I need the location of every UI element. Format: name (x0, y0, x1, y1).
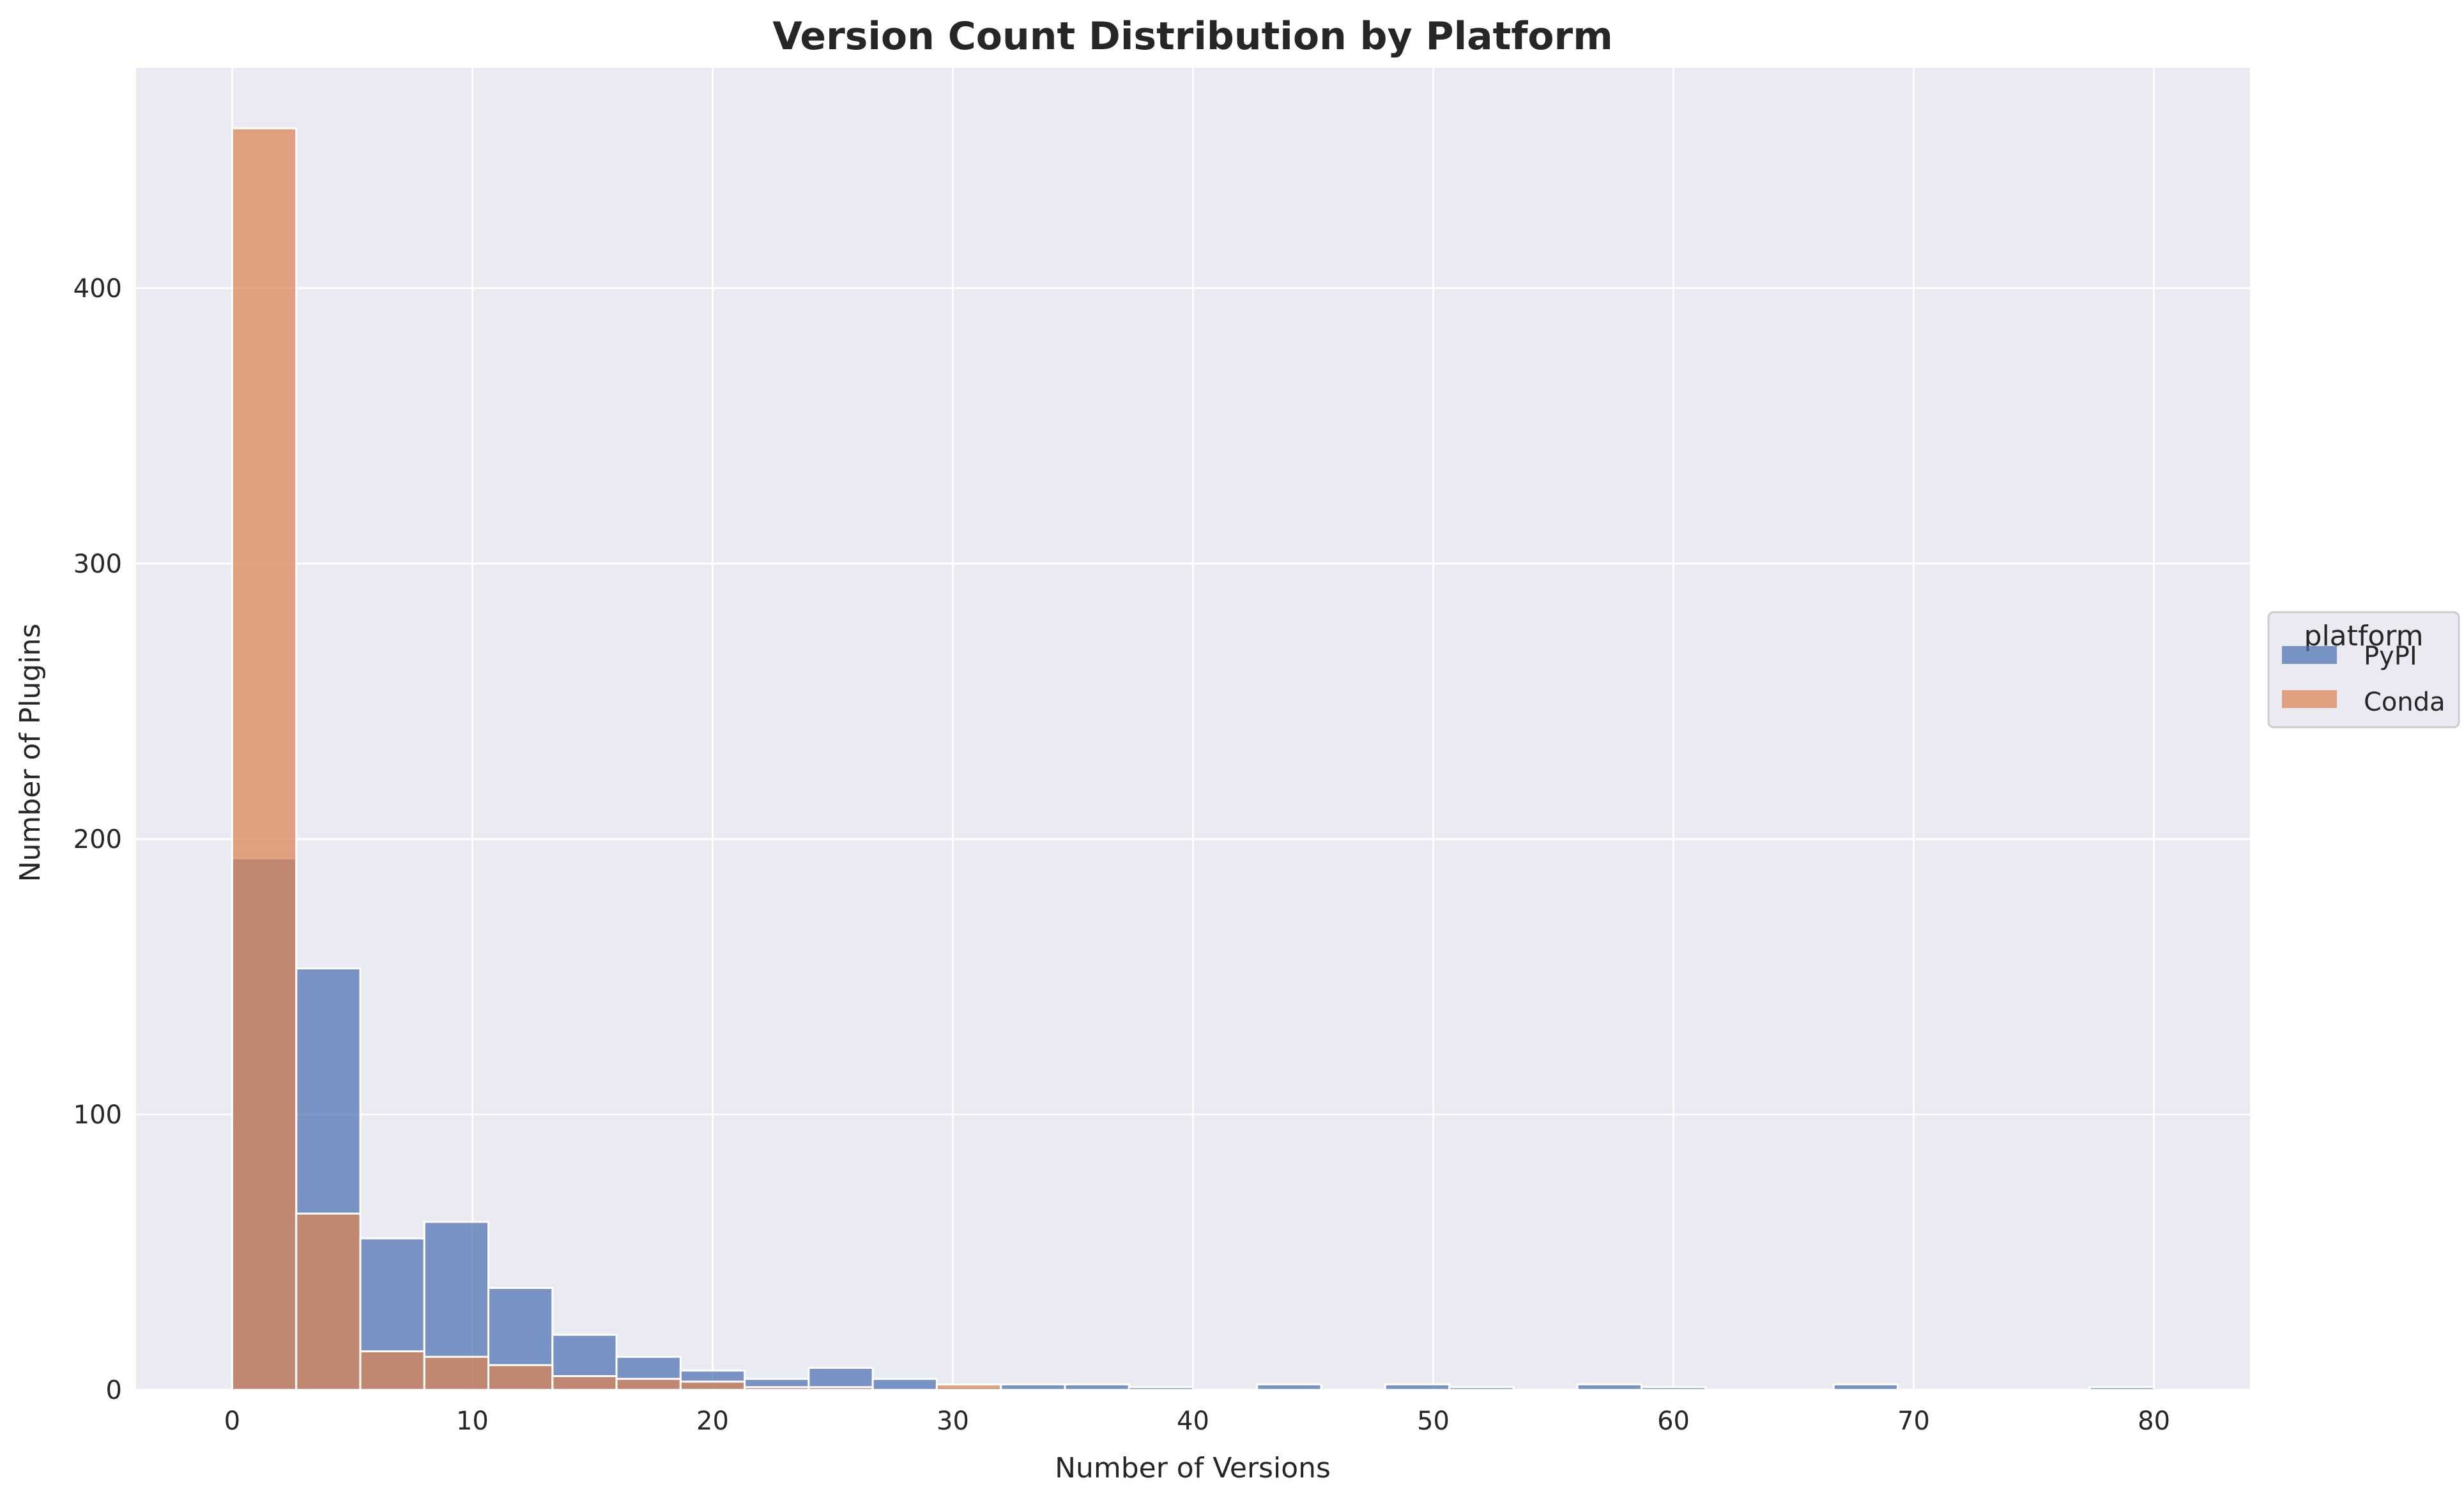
bar-pypi-18 (1384, 1383, 1451, 1391)
bar-conda-5 (551, 1375, 618, 1391)
bar-conda-7 (679, 1380, 746, 1391)
x-tick-label-5: 50 (1417, 1407, 1450, 1436)
bar-conda-0 (231, 127, 298, 1391)
gridlines (136, 68, 2250, 1391)
bars (231, 127, 2155, 1391)
x-tick-labels: 0 10 20 30 40 50 60 70 80 (224, 1407, 2170, 1436)
bar-pypi-25 (1832, 1383, 1899, 1391)
y-tick-labels: 0 100 200 300 400 (73, 274, 122, 1405)
x-tick-label-8: 80 (2138, 1407, 2170, 1436)
legend: platform PyPI Conda (2267, 611, 2460, 728)
y-tick-label-0: 0 (106, 1376, 122, 1405)
x-tick-label-2: 20 (696, 1407, 729, 1436)
y-tick-label-2: 200 (73, 825, 122, 854)
bar-pypi-12 (1000, 1383, 1066, 1391)
x-tick-label-0: 0 (224, 1407, 240, 1436)
bar-conda-11 (935, 1383, 1002, 1391)
y-tick-label-4: 400 (73, 274, 122, 304)
bar-pypi-22 (1640, 1386, 1707, 1391)
legend-label-conda: Conda (2364, 688, 2445, 717)
bar-pypi-14 (1128, 1386, 1194, 1391)
bar-conda-9 (807, 1386, 874, 1391)
bar-pypi-16 (1256, 1383, 1322, 1391)
y-axis-label: Number of Plugins (14, 624, 47, 883)
bar-pypi-29 (2088, 1386, 2155, 1391)
legend-swatch-conda (2282, 690, 2337, 708)
bar-conda-3 (423, 1355, 490, 1391)
y-tick-label-1: 100 (73, 1100, 122, 1130)
bar-conda-8 (744, 1386, 810, 1391)
x-tick-label-3: 30 (937, 1407, 969, 1436)
bar-conda-4 (487, 1364, 554, 1391)
bar-pypi-19 (1448, 1386, 1515, 1391)
bar-conda-6 (615, 1378, 682, 1391)
x-tick-label-4: 40 (1177, 1407, 1209, 1436)
x-axis-label: Number of Versions (1055, 1452, 1331, 1484)
y-tick-label-3: 300 (73, 550, 122, 579)
x-tick-label-6: 60 (1657, 1407, 1690, 1436)
bar-pypi-13 (1064, 1383, 1130, 1391)
chart-title: Version Count Distribution by Platform (772, 14, 1613, 59)
bar-conda-2 (359, 1350, 425, 1391)
bar-conda-1 (295, 1212, 362, 1391)
bar-pypi-10 (871, 1378, 938, 1391)
x-tick-label-1: 10 (456, 1407, 489, 1436)
legend-label-pypi: PyPI (2364, 642, 2417, 671)
x-tick-label-7: 70 (1897, 1407, 1930, 1436)
bar-pypi-21 (1576, 1383, 1642, 1391)
legend-swatch-pypi (2282, 646, 2337, 664)
